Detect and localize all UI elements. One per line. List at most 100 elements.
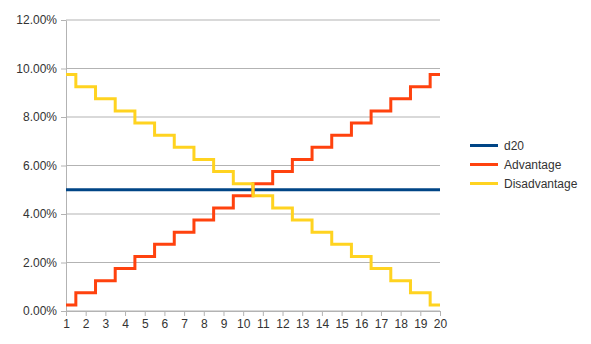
x-tick: 12 [276, 311, 290, 331]
x-tick-label: 13 [296, 317, 310, 331]
y-tick: 8.00% [23, 110, 66, 124]
x-tick: 3 [103, 311, 110, 331]
x-tick-mark [204, 311, 205, 316]
x-tick: 17 [375, 311, 389, 331]
y-tick-mark [61, 166, 66, 167]
y-tick-mark [61, 117, 66, 118]
grid-line [66, 117, 440, 118]
x-tick-label: 8 [201, 317, 208, 331]
x-tick-mark [420, 311, 421, 316]
x-tick-mark [381, 311, 382, 316]
chart: 0.00%2.00%4.00%6.00%8.00%10.00%12.00%123… [0, 0, 591, 344]
x-tick-label: 6 [162, 317, 169, 331]
x-tick-mark [283, 311, 284, 316]
legend: d20 Advantage Disadvantage [470, 139, 578, 191]
y-tick-label: 4.00% [23, 207, 57, 221]
y-tick-label: 8.00% [23, 110, 57, 124]
x-tick-label: 1 [63, 317, 70, 331]
x-axis: 1234567891011121314151617181920 [63, 311, 447, 331]
grid-line [66, 214, 440, 215]
x-tick-label: 16 [355, 317, 369, 331]
y-tick-label: 2.00% [23, 256, 57, 270]
x-tick-label: 15 [335, 317, 349, 331]
x-tick: 14 [316, 311, 330, 331]
x-tick-label: 3 [103, 317, 110, 331]
x-tick: 18 [394, 311, 408, 331]
x-tick-mark [223, 311, 224, 316]
grid-line [66, 311, 440, 312]
x-tick-mark [66, 311, 67, 316]
y-axis-line [66, 21, 67, 312]
x-tick-label: 9 [221, 317, 228, 331]
y-tick-label: 0.00% [23, 304, 57, 318]
grid-line [66, 68, 440, 69]
x-tick-mark [401, 311, 402, 316]
x-tick-label: 20 [434, 317, 448, 331]
x-tick-mark [361, 311, 362, 316]
x-tick-label: 10 [237, 317, 251, 331]
legend-label: Advantage [504, 158, 562, 172]
y-tick-mark [61, 20, 66, 21]
x-tick: 6 [162, 311, 169, 331]
x-tick-label: 19 [414, 317, 428, 331]
x-axis-line [67, 311, 441, 312]
y-tick: 10.00% [16, 62, 66, 76]
legend-label: d20 [504, 139, 524, 153]
x-tick-mark [243, 311, 244, 316]
legend-label: Disadvantage [504, 177, 578, 191]
x-tick-mark [440, 311, 441, 316]
series-lines [66, 75, 440, 305]
x-tick: 5 [142, 311, 149, 331]
legend-swatch [470, 144, 498, 147]
x-tick-mark [125, 311, 126, 316]
x-tick: 1 [63, 311, 70, 331]
x-tick-label: 5 [142, 317, 149, 331]
x-tick: 20 [434, 311, 448, 331]
x-tick-mark [164, 311, 165, 316]
x-tick-label: 17 [375, 317, 389, 331]
grid-line [66, 262, 440, 263]
y-tick-mark [61, 263, 66, 264]
x-tick-label: 18 [394, 317, 408, 331]
grid [66, 20, 440, 311]
legend-swatch [470, 182, 498, 185]
y-tick-label: 10.00% [16, 62, 57, 76]
x-tick: 8 [201, 311, 208, 331]
x-tick-mark [86, 311, 87, 316]
x-tick: 2 [83, 311, 90, 331]
x-tick: 7 [181, 311, 188, 331]
x-tick-label: 12 [276, 317, 290, 331]
x-tick: 11 [257, 311, 270, 331]
x-tick-label: 11 [257, 317, 270, 331]
legend-swatch [470, 163, 498, 166]
x-tick-mark [105, 311, 106, 316]
x-tick-mark [184, 311, 185, 316]
x-tick-mark [322, 311, 323, 316]
x-tick-mark [145, 311, 146, 316]
x-tick-label: 14 [316, 317, 330, 331]
x-tick: 9 [221, 311, 228, 331]
x-tick: 19 [414, 311, 428, 331]
x-tick-mark [302, 311, 303, 316]
y-axis: 0.00% 2.00% 4.00% 6.00% 8.00% 10.00% 12.00% [16, 13, 66, 318]
series-line [66, 75, 440, 305]
y-tick-mark [61, 214, 66, 215]
y-tick-label: 12.00% [16, 13, 57, 27]
x-tick-label: 2 [83, 317, 90, 331]
y-tick: 0.00% [23, 304, 66, 318]
y-tick: 12.00% [16, 13, 66, 27]
x-tick-mark [263, 311, 264, 316]
y-tick: 4.00% [23, 207, 66, 221]
series-line [66, 75, 440, 305]
x-tick-label: 4 [122, 317, 129, 331]
x-tick: 15 [335, 311, 349, 331]
x-tick: 13 [296, 311, 310, 331]
y-tick-label: 6.00% [23, 159, 57, 173]
y-tick-mark [61, 69, 66, 70]
x-tick: 16 [355, 311, 369, 331]
x-tick: 4 [122, 311, 129, 331]
y-tick-mark [61, 311, 66, 312]
x-tick: 10 [237, 311, 251, 331]
plot: 0.00%2.00%4.00%6.00%8.00%10.00%12.00%123… [16, 13, 447, 330]
grid-line [66, 165, 440, 166]
